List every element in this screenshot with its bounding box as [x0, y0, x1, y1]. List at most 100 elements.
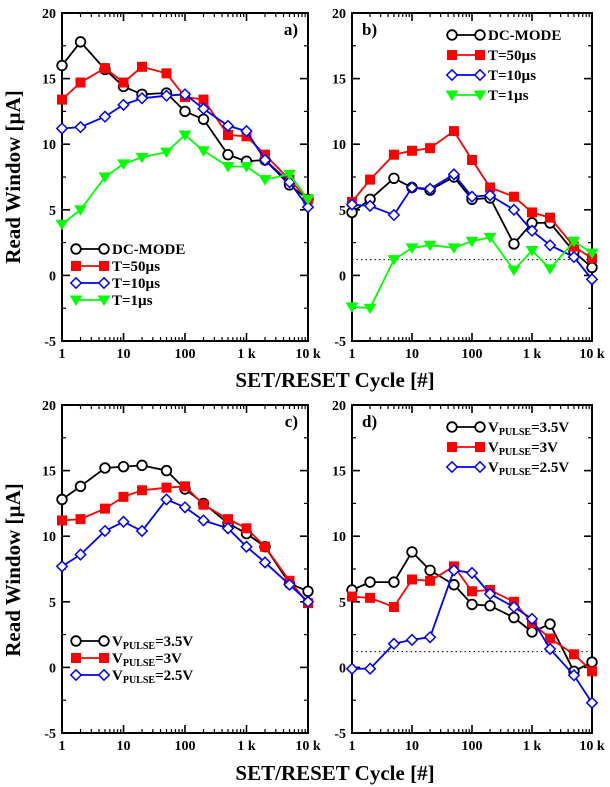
legend-marker — [475, 442, 485, 452]
y-tick-label: 10 — [332, 530, 346, 545]
data-point — [365, 592, 376, 603]
data-point — [137, 485, 148, 496]
data-point — [365, 174, 376, 185]
data-point — [74, 36, 87, 48]
legend-marker — [447, 442, 457, 452]
legend-label: T=50µs — [112, 259, 160, 275]
series-line — [61, 133, 309, 225]
data-point — [586, 261, 598, 274]
series-2 — [55, 88, 315, 214]
data-point — [56, 59, 68, 72]
series-0 — [56, 459, 314, 598]
x-tick-label: 1 k — [523, 347, 542, 362]
data-point — [587, 666, 597, 677]
series-1 — [57, 481, 313, 609]
data-point — [57, 94, 67, 105]
legend-marker — [71, 653, 81, 663]
data-point — [283, 169, 296, 181]
data-point — [221, 162, 235, 173]
y-tick-label: 15 — [332, 73, 346, 88]
x-tick-label: 1 — [59, 739, 66, 754]
data-point — [301, 194, 315, 206]
data-point — [423, 240, 437, 252]
legend-marker — [445, 68, 459, 82]
legend-marker — [69, 668, 83, 682]
data-point — [117, 515, 130, 529]
data-point — [160, 147, 173, 159]
data-point — [117, 460, 130, 473]
legend-marker — [473, 460, 487, 474]
legend-marker — [473, 90, 487, 101]
legend-label: VPULSE=2.5V — [488, 460, 569, 478]
data-point — [363, 662, 377, 675]
data-point — [527, 207, 537, 218]
data-point — [466, 598, 478, 611]
data-point — [567, 250, 581, 264]
legend-marker — [98, 635, 110, 647]
panel-label: a) — [284, 20, 298, 39]
data-point — [406, 546, 418, 558]
data-point — [74, 548, 87, 561]
legend-marker — [475, 50, 485, 60]
series-0 — [346, 546, 598, 678]
data-point — [160, 464, 173, 477]
data-point — [98, 172, 112, 183]
y-tick-label: 10 — [332, 138, 346, 153]
data-point — [543, 642, 557, 656]
data-point — [241, 523, 252, 534]
y-tick-label: 0 — [339, 269, 346, 284]
series-2 — [345, 564, 599, 710]
legend-marker — [445, 460, 459, 474]
data-point — [405, 181, 419, 194]
data-point — [525, 245, 539, 257]
panels: 1 10 100 1 k 10 k-505101520DC-MODET=50µsT=10… — [42, 7, 605, 754]
x-tick-label: 10 — [117, 739, 131, 754]
data-point — [387, 208, 401, 222]
x-tick-label: 100 — [175, 347, 196, 362]
data-point — [161, 482, 172, 493]
data-point — [525, 224, 539, 238]
series-2 — [55, 493, 315, 609]
data-point — [425, 143, 436, 154]
y-tick-label: 15 — [332, 465, 346, 480]
data-point — [526, 626, 538, 638]
data-point — [240, 540, 253, 553]
x-axis-title-bottom: SET/RESET Cycle [#] — [235, 761, 434, 785]
legend-label: DC-MODE — [488, 28, 561, 44]
x-tick-label: 100 — [462, 739, 483, 754]
data-point — [160, 493, 173, 506]
y-tick-label: 0 — [49, 269, 56, 284]
data-point — [465, 236, 479, 248]
series-line — [61, 40, 309, 201]
data-point — [388, 172, 400, 185]
data-point — [507, 265, 521, 277]
legend-marker — [447, 50, 457, 60]
legend-marker — [446, 29, 458, 41]
data-point — [98, 110, 112, 123]
legend-marker — [69, 276, 83, 290]
data-point — [483, 232, 497, 244]
data-point — [345, 662, 359, 675]
data-point — [483, 189, 497, 202]
panel-a: 1 10 100 1 k 10 k -5 0 5 10 15 20 DC-MODET=50µsT=10… — [42, 7, 321, 362]
data-point — [543, 238, 557, 252]
data-point — [301, 595, 315, 609]
legend-label: VPULSE=3V — [488, 440, 558, 458]
data-point — [137, 61, 148, 72]
data-point — [160, 89, 173, 102]
data-point — [240, 124, 253, 138]
x-tick-label: 100 — [462, 347, 483, 362]
data-point — [135, 92, 149, 105]
x-tick-label: 1 — [349, 347, 356, 362]
y-axis-title-top: Read Window [µA] — [1, 90, 25, 264]
data-point — [197, 113, 210, 125]
data-point — [425, 575, 436, 586]
legend-marker — [98, 243, 110, 255]
legend-marker — [474, 421, 486, 433]
data-point — [543, 264, 557, 275]
data-point — [178, 130, 192, 141]
x-tick-label: 10 k — [579, 739, 605, 754]
data-point — [345, 302, 359, 313]
y-tick-label: 20 — [42, 399, 56, 414]
y-tick-label: 5 — [49, 204, 56, 219]
